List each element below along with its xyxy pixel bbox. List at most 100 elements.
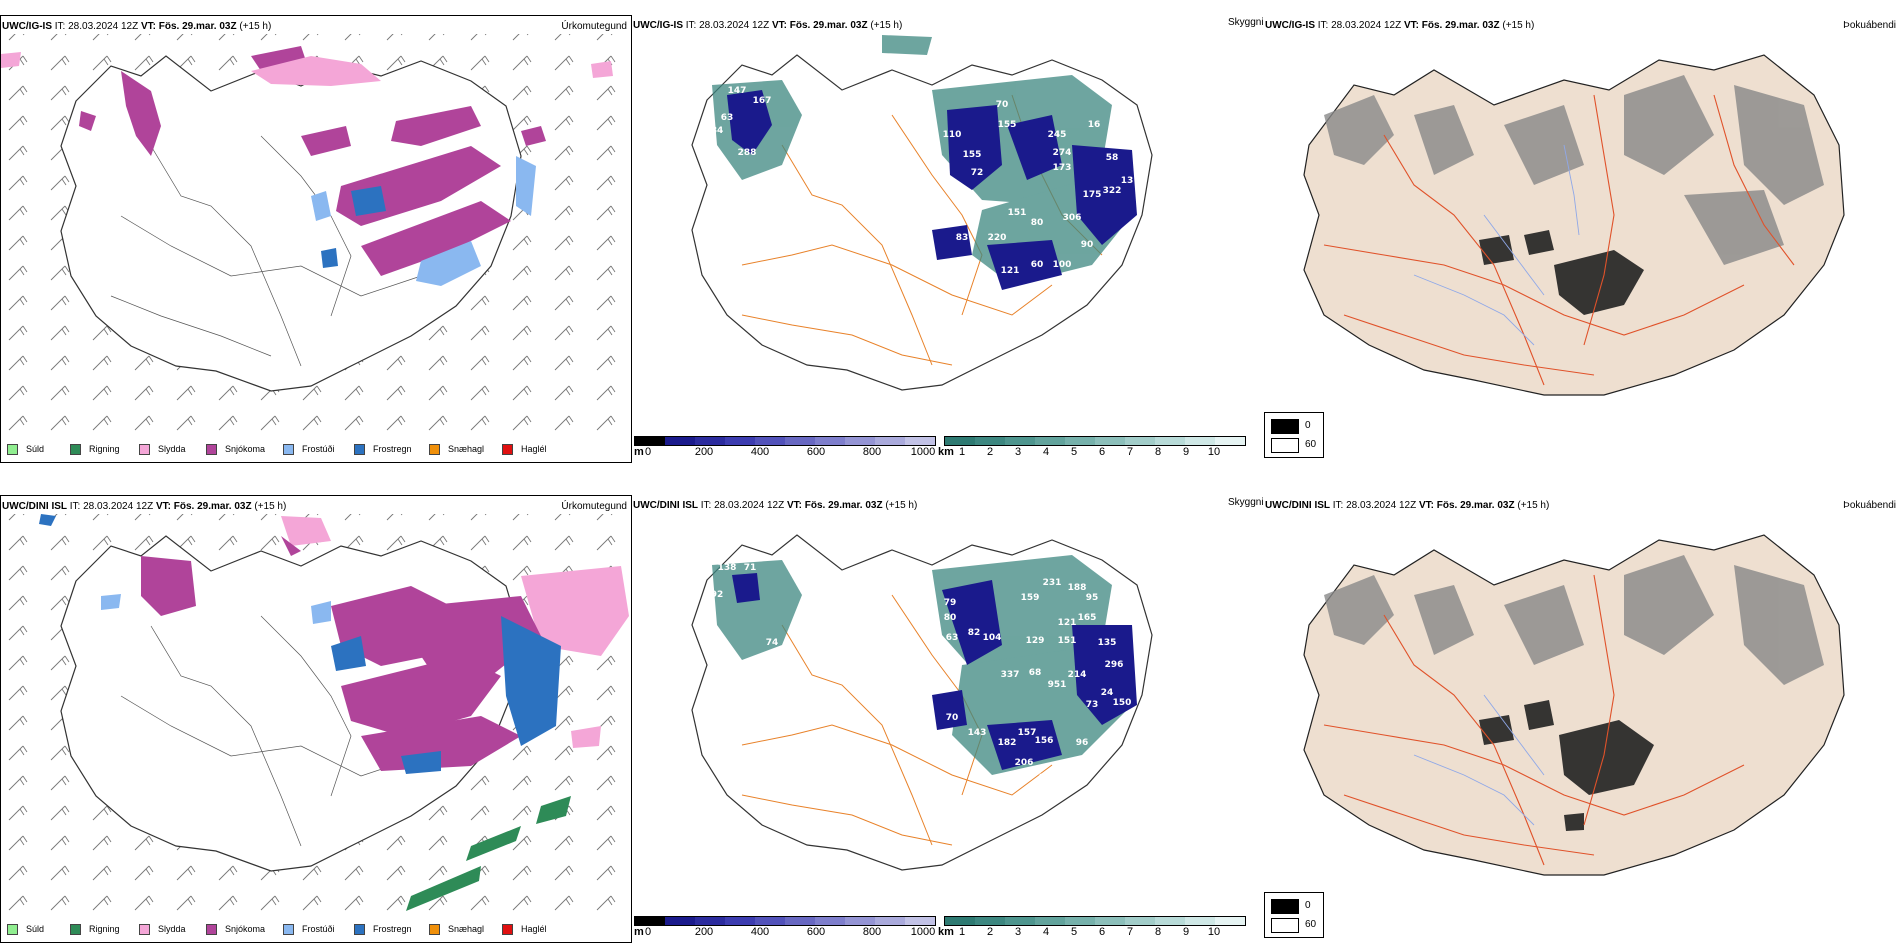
init-time: 28.03.2024 12Z	[699, 20, 770, 31]
valid-time: Fös. 29.mar. 03Z	[1436, 500, 1515, 511]
svg-text:70: 70	[996, 100, 1009, 110]
svg-text:296: 296	[1105, 660, 1124, 670]
panel-header: UWC/DINI ISL IT: 28.03.2024 12Z VT: Fös.…	[2, 501, 287, 512]
init-time: 28.03.2024 12Z	[68, 21, 139, 32]
svg-text:150: 150	[1113, 698, 1132, 708]
svg-text:16: 16	[1088, 120, 1101, 130]
panel-title: Úrkomutegund	[561, 21, 627, 32]
valid-time: Fös. 29.mar. 03Z	[158, 21, 237, 32]
svg-text:13: 13	[1121, 176, 1134, 186]
valid-time: Fös. 29.mar. 03Z	[173, 501, 252, 512]
legend-item-frostregn: Frostregn	[354, 923, 429, 935]
visibility-m-ticks: 0 200 400 600 800 1000	[644, 446, 936, 458]
panel-title: Þokuábendi	[1843, 500, 1896, 511]
precip-type-panel-bottom: UWC/DINI ISL IT: 28.03.2024 12Z VT: Fös.…	[0, 495, 632, 943]
precip-type-panel-top: UWC/IG-IS IT: 28.03.2024 12Z VT: Fös. 29…	[0, 15, 632, 463]
svg-text:155: 155	[963, 150, 982, 160]
svg-text:62: 62	[1111, 610, 1124, 620]
legend-item-frostudi: Frostúði	[283, 923, 354, 935]
svg-text:59: 59	[944, 180, 957, 190]
model-name: UWC/DINI ISL	[1265, 500, 1330, 511]
svg-text:91: 91	[776, 226, 789, 236]
svg-text:156: 156	[1035, 736, 1054, 746]
cloud-map	[1303, 54, 1845, 396]
svg-text:47: 47	[706, 240, 719, 250]
svg-text:90: 90	[1081, 240, 1094, 250]
visibility-km-ticks: 1 2 3 4 5 6 7 8 9 10	[958, 926, 1221, 938]
lead-time: (+15 h)	[885, 500, 918, 511]
legend-item-snjokoma: Snjókoma	[206, 923, 283, 935]
panel-header: UWC/IG-IS IT: 28.03.2024 12Z VT: Fös. 29…	[1265, 20, 1535, 31]
model-name: UWC/IG-IS	[1265, 20, 1315, 31]
valid-time: Fös. 29.mar. 03Z	[789, 20, 868, 31]
svg-text:175: 175	[1083, 190, 1102, 200]
legend-item-rigning: Rigning	[70, 443, 139, 455]
svg-text:58: 58	[1106, 153, 1119, 163]
valid-time: Fös. 29.mar. 03Z	[804, 500, 883, 511]
lead-time: (+15 h)	[870, 20, 903, 31]
cloud-panel-top: UWC/IG-IS IT: 28.03.2024 12Z VT: Fös. 29…	[1264, 15, 1900, 463]
model-name: UWC/DINI ISL	[633, 500, 698, 511]
visibility-panel-top: UWC/IG-IS IT: 28.03.2024 12Z VT: Fös. 29…	[632, 15, 1264, 463]
svg-text:220: 220	[988, 233, 1007, 243]
svg-text:80: 80	[944, 613, 957, 623]
svg-text:63: 63	[946, 633, 959, 643]
lead-time: (+15 h)	[1502, 20, 1535, 31]
visibility-m-unit: m	[634, 926, 644, 938]
visibility-km-unit: km	[938, 446, 954, 458]
legend-value-0: 0	[1305, 420, 1311, 431]
init-time: 28.03.2024 12Z	[1346, 500, 1417, 511]
valid-time: Fös. 29.mar. 03Z	[1421, 20, 1500, 31]
svg-text:121: 121	[1001, 266, 1020, 276]
visibility-km-colorbar	[944, 916, 1246, 926]
lead-time: (+15 h)	[1517, 500, 1550, 511]
visibility-m-ticks: 0 200 400 600 800 1000	[644, 926, 936, 938]
visibility-km-unit: km	[938, 926, 954, 938]
svg-text:245: 245	[1048, 130, 1067, 140]
swatch	[206, 443, 217, 455]
svg-text:206: 206	[1015, 758, 1034, 768]
precip-legend: Súld Rigning Slydda Snjókoma Frostúði Fr…	[7, 443, 561, 455]
visibility-m-colorbar	[634, 436, 936, 446]
panel-title: Skyggni	[1228, 17, 1264, 28]
svg-text:74: 74	[766, 638, 779, 648]
svg-text:157: 157	[1018, 728, 1037, 738]
swatch	[283, 923, 294, 935]
swatch	[354, 443, 365, 455]
svg-text:214: 214	[1068, 670, 1087, 680]
svg-text:165: 165	[1078, 613, 1097, 623]
svg-text:110: 110	[943, 130, 962, 140]
svg-text:60: 60	[1031, 260, 1044, 270]
svg-text:71: 71	[744, 563, 757, 573]
svg-text:159: 159	[1021, 593, 1040, 603]
legend-value-60: 60	[1305, 919, 1317, 930]
visibility-value-labels: 147 167 63 84 288 134 91 47 110 155 59 7…	[706, 86, 1134, 276]
swatch	[429, 923, 440, 935]
svg-text:70: 70	[946, 713, 959, 723]
lead-time: (+15 h)	[254, 501, 287, 512]
svg-text:151: 151	[1058, 636, 1077, 646]
panel-header: UWC/DINI ISL IT: 28.03.2024 12Z VT: Fös.…	[633, 500, 918, 511]
svg-text:147: 147	[728, 86, 747, 96]
legend-item-haglel: Haglél	[502, 923, 561, 935]
svg-text:951: 951	[1048, 680, 1067, 690]
legend-value-0: 0	[1305, 900, 1311, 911]
svg-text:92: 92	[711, 590, 724, 600]
legend-item-rigning: Rigning	[70, 923, 139, 935]
svg-text:73: 73	[1086, 700, 1099, 710]
swatch	[7, 443, 18, 455]
model-name: UWC/DINI ISL	[2, 501, 67, 512]
svg-text:173: 173	[1053, 163, 1072, 173]
legend-swatch-0	[1271, 419, 1299, 434]
svg-text:72: 72	[971, 168, 984, 178]
svg-text:84: 84	[711, 126, 724, 136]
cloud-legend: 0 60	[1264, 892, 1324, 938]
init-time: 28.03.2024 12Z	[83, 501, 154, 512]
model-name: UWC/IG-IS	[633, 20, 683, 31]
init-time: 28.03.2024 12Z	[1331, 20, 1402, 31]
svg-text:82: 82	[968, 628, 981, 638]
legend-value-60: 60	[1305, 439, 1317, 450]
svg-text:83: 83	[956, 233, 969, 243]
visibility-panel-bottom: UWC/DINI ISL IT: 28.03.2024 12Z VT: Fös.…	[632, 495, 1264, 943]
svg-text:143: 143	[968, 728, 987, 738]
